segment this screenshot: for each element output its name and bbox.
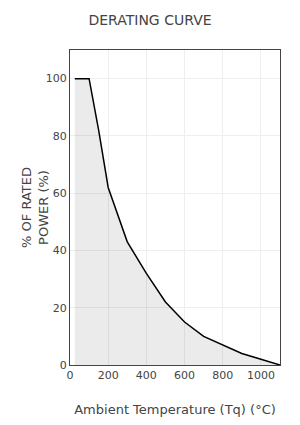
svg-text:100: 100 [46, 72, 67, 85]
svg-text:400: 400 [136, 369, 157, 382]
svg-text:800: 800 [212, 369, 233, 382]
svg-text:200: 200 [98, 369, 119, 382]
svg-text:40: 40 [53, 244, 67, 257]
svg-text:80: 80 [53, 130, 67, 143]
svg-text:DERATING CURVE: DERATING CURVE [88, 12, 211, 28]
svg-text:Ambient Temperature (Tq) (°C): Ambient Temperature (Tq) (°C) [74, 402, 276, 417]
svg-text:% OF RATEDPOWER (%): % OF RATEDPOWER (%) [19, 167, 51, 248]
svg-text:0: 0 [67, 369, 74, 382]
svg-text:1000: 1000 [247, 369, 275, 382]
svg-text:600: 600 [174, 369, 195, 382]
svg-text:20: 20 [53, 302, 67, 315]
svg-text:0: 0 [60, 359, 67, 372]
svg-text:60: 60 [53, 187, 67, 200]
